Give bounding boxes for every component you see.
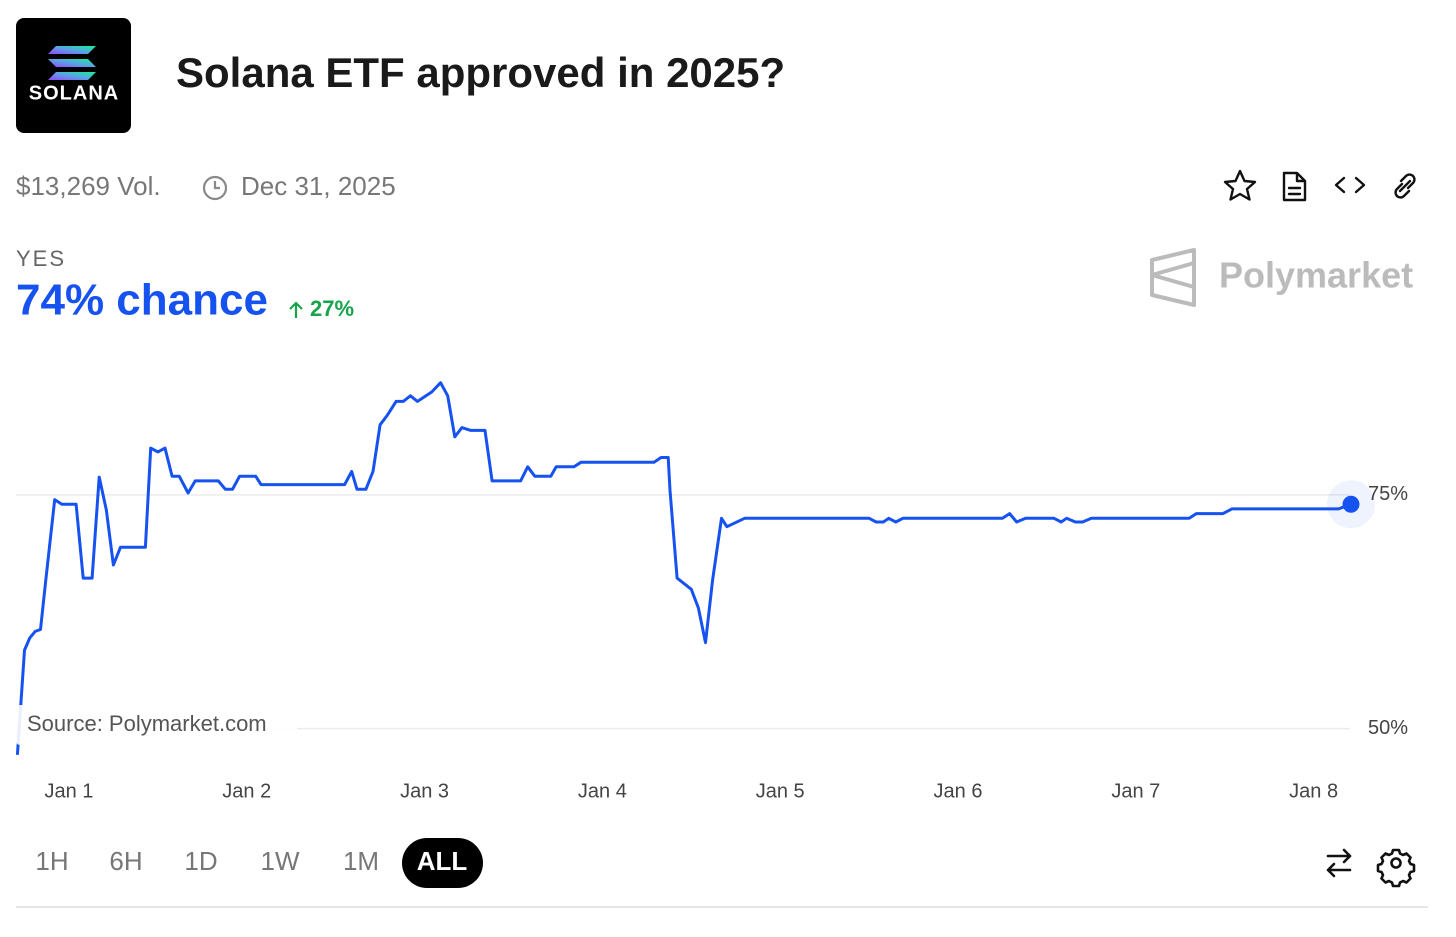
logo: SOLANA — [16, 18, 131, 133]
watermark-icon — [1150, 248, 1196, 307]
source-box — [16, 705, 297, 745]
volume: $13,269 Vol. — [16, 171, 161, 201]
range-button[interactable]: ALL — [417, 846, 468, 876]
last-point — [1342, 495, 1360, 513]
range-button[interactable]: 6H — [109, 846, 142, 876]
x-tick-label: Jan 7 — [1111, 780, 1160, 802]
logo-text: SOLANA — [29, 82, 119, 104]
title: Solana ETF approved in 2025? — [176, 49, 785, 96]
x-tick-label: Jan 6 — [934, 780, 983, 802]
price-line — [15, 381, 1352, 755]
range-selector: 1H 6H 1D 1W 1M ALL — [35, 838, 483, 888]
x-tick-label: Jan 5 — [756, 780, 805, 802]
y-tick-label: 50% — [1368, 717, 1408, 739]
swap-button[interactable] — [1326, 848, 1352, 878]
x-tick-label: Jan 2 — [222, 780, 271, 802]
clock-icon — [202, 175, 228, 201]
logo-bar — [48, 72, 96, 80]
outcome-label: YES — [16, 246, 66, 271]
change: 27% — [310, 296, 354, 321]
x-tick-label: Jan 3 — [400, 780, 449, 802]
favorite-button[interactable] — [1223, 169, 1257, 201]
source: Source: Polymarket.com — [27, 711, 267, 736]
x-tick-label: Jan 8 — [1289, 780, 1338, 802]
range-button[interactable]: 1H — [35, 846, 68, 876]
range-button[interactable]: 1M — [343, 846, 379, 876]
x-tick-label: Jan 4 — [578, 780, 627, 802]
x-tick-label: Jan 1 — [44, 780, 93, 802]
chance: 74% chance — [16, 276, 268, 325]
document-button[interactable] — [1282, 171, 1307, 202]
logo-bar — [48, 46, 96, 54]
logo-bar — [48, 59, 96, 67]
range-active-bg — [402, 838, 483, 888]
up-arrow — [289, 301, 303, 318]
embed-button[interactable] — [1334, 176, 1366, 194]
range-button[interactable]: 1D — [184, 846, 217, 876]
end-date: Dec 31, 2025 — [241, 171, 396, 201]
settings-button[interactable] — [1376, 848, 1416, 888]
plot: 50% 75% Jan 1 Jan 2 Jan 3 Jan 4 Jan 5 Jan 6 Jan … — [15, 381, 1408, 802]
range-button[interactable]: 1W — [261, 846, 300, 876]
link-button[interactable] — [1394, 173, 1416, 199]
y-tick-label: 75% — [1368, 483, 1408, 505]
watermark: Polymarket — [1219, 255, 1413, 296]
